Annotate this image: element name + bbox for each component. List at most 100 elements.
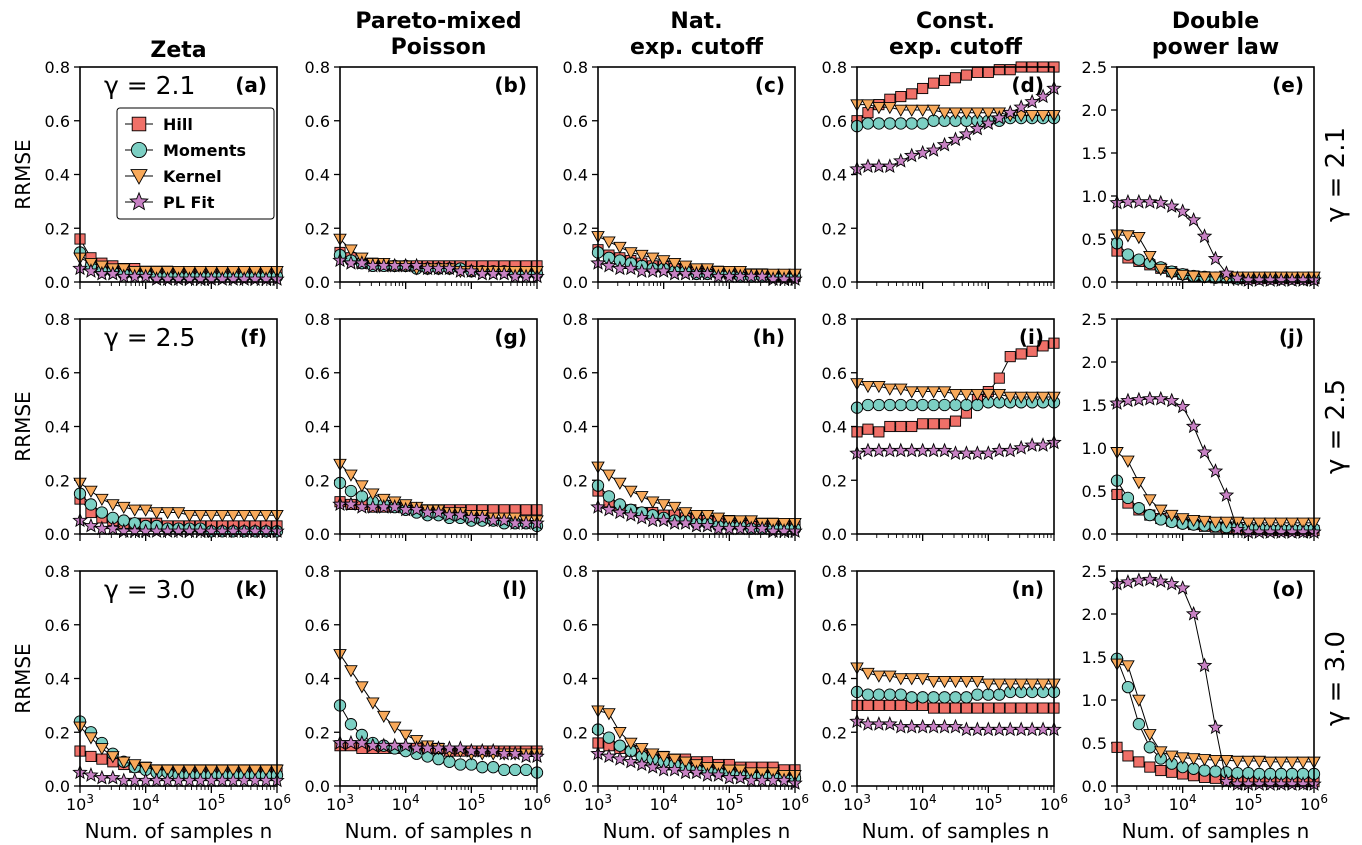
data-point-plfit: [1013, 439, 1029, 455]
data-point-kernel: [926, 386, 941, 399]
x-tick-label: 105: [1234, 792, 1262, 814]
data-point-kernel: [1121, 660, 1135, 673]
data-point-plfit: [1153, 573, 1169, 588]
data-point-kernel: [344, 665, 358, 678]
data-point-kernel: [635, 743, 649, 756]
x-axis-label: Num. of samples n: [862, 819, 1050, 843]
data-point-plfit: [991, 109, 1008, 125]
x-tick-exponent: 3: [604, 792, 612, 806]
y-tick-label: 1.0: [1082, 439, 1107, 458]
data-point-kernel: [237, 509, 251, 523]
data-point-kernel: [1263, 517, 1277, 530]
x-tick-base: 10: [457, 795, 477, 814]
data-point-plfit: [1196, 228, 1213, 243]
data-point-kernel: [1036, 391, 1050, 404]
y-tick-label: 0.8: [305, 310, 330, 329]
column-title: Zeta: [150, 38, 206, 63]
y-tick-label: 2.5: [1082, 310, 1107, 329]
data-point-kernel: [602, 236, 616, 249]
x-tick-base: 10: [1300, 795, 1320, 814]
y-tick-label: 0.8: [45, 310, 70, 329]
data-point-hill: [906, 88, 918, 100]
plot-area: [598, 319, 795, 534]
y-tick-label: 0.2: [822, 219, 847, 238]
column-title: Double power law: [1152, 9, 1279, 60]
data-point-plfit: [612, 751, 628, 766]
data-point-moments: [1132, 502, 1146, 515]
x-tick-label: 104: [650, 792, 678, 814]
x-tick-label: 105: [974, 792, 1002, 814]
data-point-kernel: [883, 670, 897, 683]
y-tick-label: 0.4: [563, 166, 588, 185]
x-tick-exponent: 4: [670, 792, 678, 806]
y-tick-label: 0.8: [45, 562, 70, 581]
column-title-line: Double: [1172, 9, 1259, 34]
data-point-kernel: [1143, 494, 1157, 507]
axes-frame: [339, 66, 538, 283]
data-point-kernel: [117, 756, 131, 769]
data-point-moments: [872, 688, 886, 701]
data-point-kernel: [1175, 269, 1190, 283]
data-point-plfit: [1153, 194, 1169, 210]
y-tick-label: 0.0: [563, 525, 588, 544]
y-tick-label: 0.2: [822, 723, 847, 742]
data-point-plfit: [776, 772, 792, 788]
data-point-hill: [982, 702, 994, 714]
panel-label: (l): [502, 577, 527, 601]
data-point-kernel: [872, 380, 886, 394]
data-point-kernel: [992, 389, 1007, 402]
gamma-row-label: γ = 2.1: [1321, 127, 1351, 222]
data-point-kernel: [1296, 517, 1310, 530]
y-tick-label: 2.0: [1082, 101, 1107, 120]
data-point-moments: [1121, 680, 1135, 694]
data-point-kernel: [84, 732, 98, 745]
data-point-plfit: [634, 509, 650, 525]
data-point-moments: [916, 691, 929, 704]
y-tick-label: 0.8: [305, 58, 330, 77]
column-title: Const. exp. cutoff: [889, 9, 1023, 60]
axes-frame: [339, 570, 538, 787]
data-point-plfit: [105, 520, 121, 536]
y-tick-label: 0.6: [822, 364, 847, 383]
data-point-moments: [1143, 508, 1156, 522]
plot-area: [1117, 319, 1314, 534]
y-tick-label: 0.6: [45, 112, 70, 131]
data-point-kernel: [1154, 746, 1168, 759]
data-point-kernel: [894, 673, 908, 686]
y-tick-label: 0.0: [1082, 273, 1107, 292]
x-axis-label: Num. of samples n: [85, 819, 273, 843]
data-point-kernel: [872, 670, 886, 683]
y-tick-label: 2.0: [1082, 353, 1107, 372]
data-point-kernel: [1263, 756, 1277, 769]
data-point-kernel: [1025, 110, 1039, 123]
data-point-kernel: [926, 675, 941, 689]
column-title-line: exp. cutoff: [889, 35, 1023, 60]
data-point-moments: [872, 117, 886, 130]
data-point-hill: [993, 702, 1005, 714]
data-point-kernel: [398, 729, 413, 742]
data-point-kernel: [992, 678, 1007, 691]
data-point-hill: [873, 426, 885, 438]
panel: 0.0 0.2 0.4 0.6 0.8 (i): [822, 310, 1062, 544]
data-point-plfit: [83, 517, 99, 533]
data-point-plfit: [634, 756, 650, 772]
axes-frame: [1116, 66, 1315, 283]
data-point-plfit: [1185, 418, 1202, 434]
data-point-hill: [1026, 702, 1038, 714]
x-tick-base: 10: [781, 795, 801, 814]
data-point-plfit: [1207, 250, 1224, 266]
x-tick-exponent: 4: [412, 792, 420, 806]
data-point-kernel: [948, 389, 963, 402]
x-tick-exponent: 4: [152, 792, 160, 806]
gamma-panel-label: γ = 2.1: [104, 71, 195, 100]
data-point-kernel: [937, 386, 952, 399]
y-tick-label: 0.4: [563, 670, 588, 689]
data-point-plfit: [408, 257, 425, 273]
data-point-moments: [916, 398, 929, 412]
y-tick-label: 0.0: [563, 273, 588, 292]
data-point-kernel: [1197, 754, 1212, 767]
x-tick-exponent: 6: [801, 792, 809, 806]
data-point-moments: [344, 718, 358, 731]
data-point-kernel: [645, 252, 660, 265]
